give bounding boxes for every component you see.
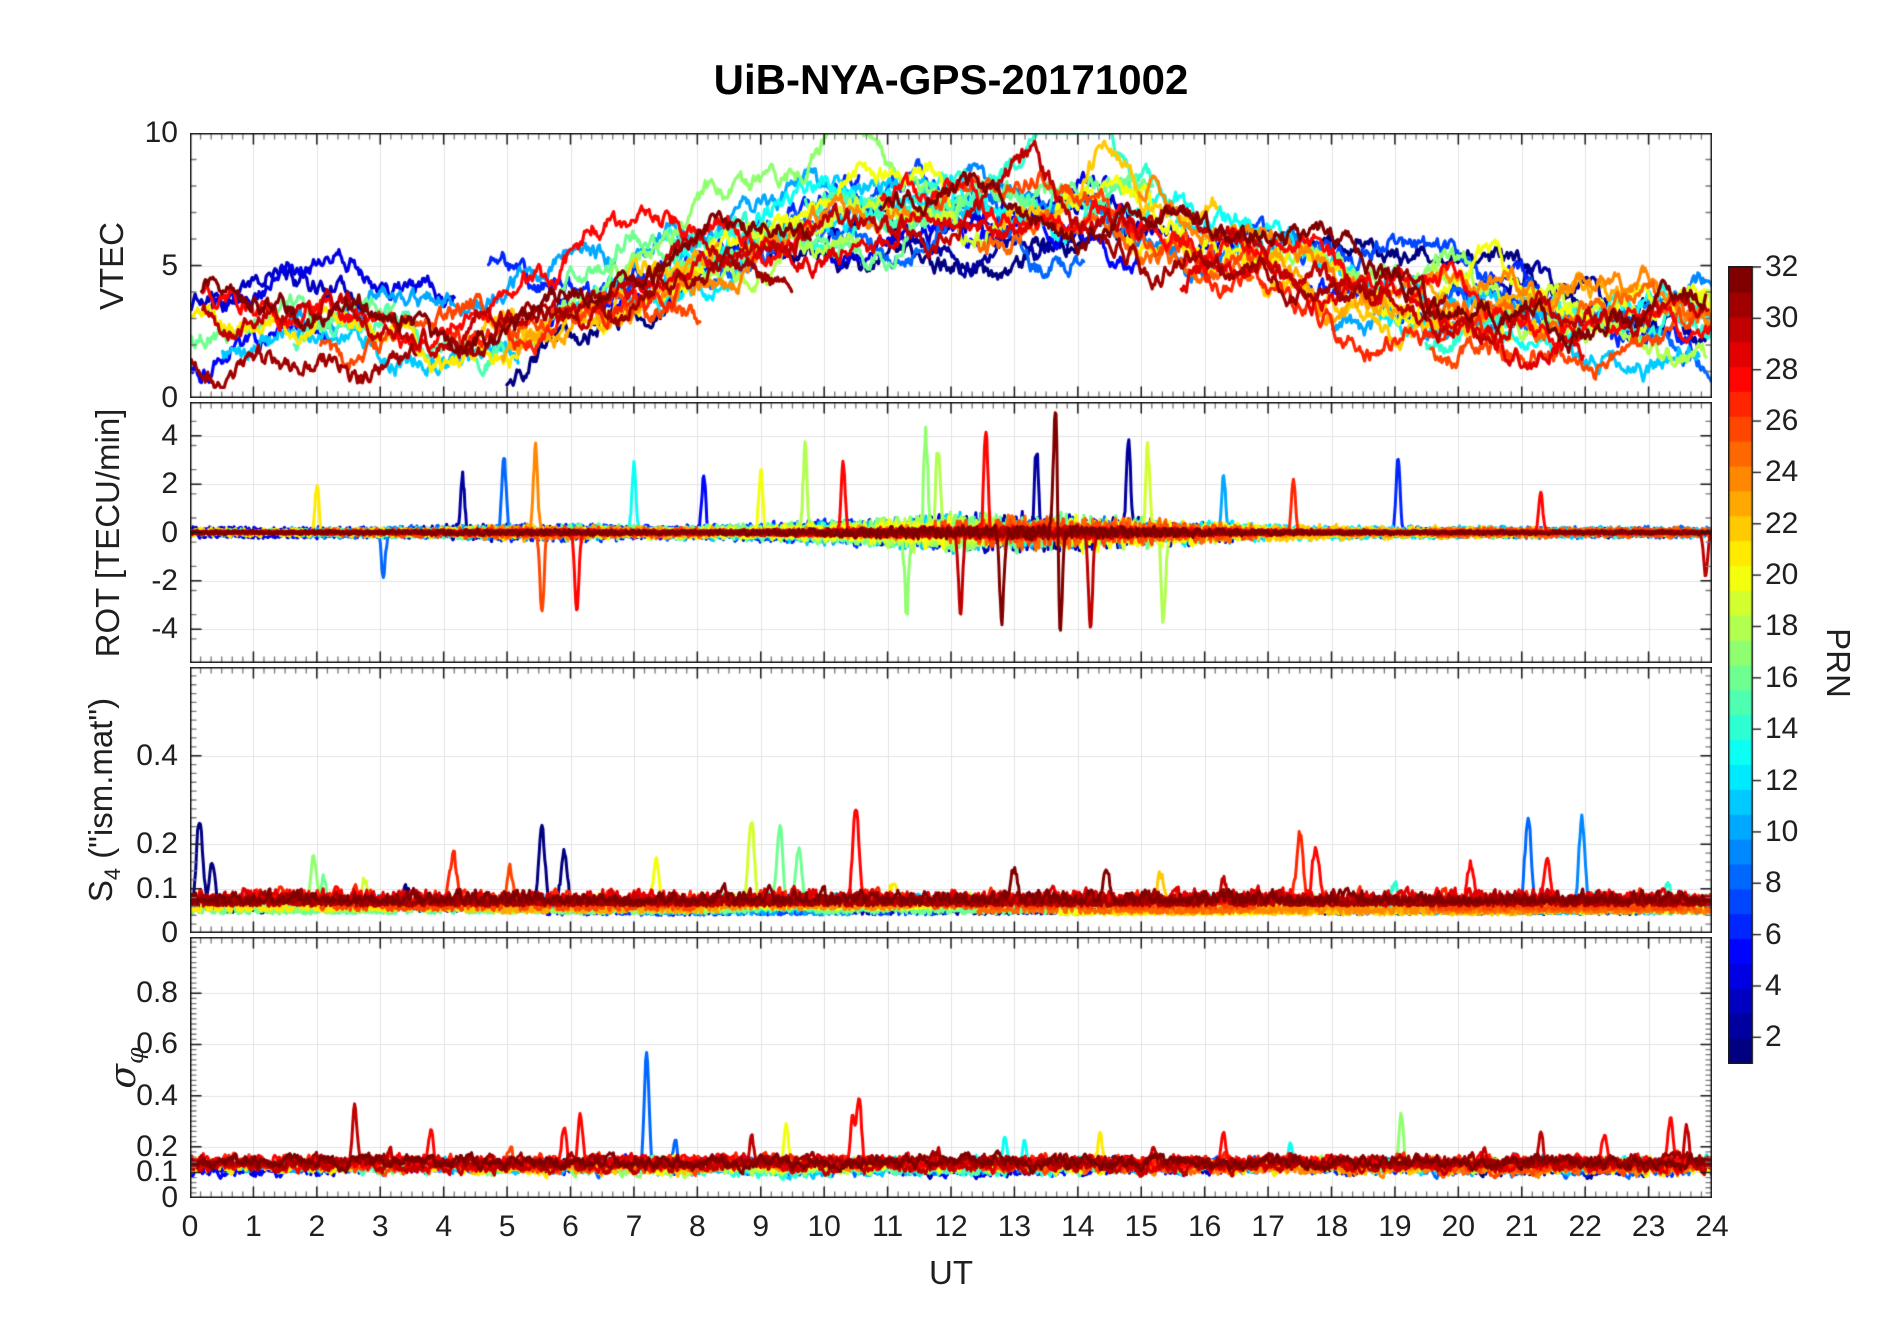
panel-vtec-canvas xyxy=(190,133,1712,398)
chart-title: UiB-NYA-GPS-20171002 xyxy=(713,56,1189,103)
colorbar-tick-label: 14 xyxy=(1765,712,1799,746)
colorbar-label: PRN xyxy=(1820,628,1857,698)
colorbar-tick-label: 16 xyxy=(1765,660,1799,694)
colorbar-tick-label: 6 xyxy=(1765,917,1782,951)
x-tick-label: 6 xyxy=(562,1210,579,1243)
x-tick-label: 2 xyxy=(308,1210,326,1243)
x-tick-label: 11 xyxy=(872,1210,904,1243)
panel-sigma-phi-canvas xyxy=(190,937,1712,1198)
y-tick-label: -2 xyxy=(151,563,178,597)
x-tick-label: 22 xyxy=(1568,1210,1602,1243)
y-tick-label: 2 xyxy=(161,467,178,501)
x-tick-label: 20 xyxy=(1441,1210,1476,1243)
x-tick-label: 13 xyxy=(997,1210,1032,1243)
x-tick-label: 19 xyxy=(1378,1210,1412,1243)
panel-s4-canvas xyxy=(190,667,1712,933)
y-tick-label: 10 xyxy=(144,116,178,149)
colorbar-tick-label: 24 xyxy=(1765,455,1799,489)
y-tick-label: 0.2 xyxy=(136,1129,178,1163)
y-tick-label: 0.8 xyxy=(136,976,178,1010)
x-tick-label: 10 xyxy=(807,1210,841,1243)
colorbar-tick-label: 10 xyxy=(1765,814,1799,848)
x-tick-label: 18 xyxy=(1314,1210,1349,1243)
x-tick-label: 5 xyxy=(498,1210,516,1243)
x-tick-label: 8 xyxy=(688,1210,706,1243)
x-tick-label: 16 xyxy=(1187,1210,1222,1243)
y-tick-label: 0.2 xyxy=(136,827,178,861)
x-tick-label: 15 xyxy=(1124,1210,1158,1243)
x-tick-label: 17 xyxy=(1251,1210,1285,1243)
x-tick-label: 0 xyxy=(181,1210,199,1243)
colorbar-tick-label: 2 xyxy=(1765,1020,1782,1054)
colorbar-tick-label: 26 xyxy=(1765,404,1799,438)
colorbar-tick-label: 12 xyxy=(1765,763,1799,797)
colorbar-tick-label: 32 xyxy=(1765,250,1799,283)
y-tick-label: 5 xyxy=(161,248,178,282)
y-tick-label: 0 xyxy=(161,916,178,949)
panel-rot-canvas xyxy=(190,402,1712,663)
x-axis-label: UT xyxy=(929,1254,973,1291)
y-tick-label: 0.4 xyxy=(136,738,178,772)
colorbar-tick-label: 8 xyxy=(1765,866,1782,900)
colorbar-tick-label: 30 xyxy=(1765,301,1799,335)
x-tick-label: 7 xyxy=(625,1210,643,1243)
colorbar-tick-label: 4 xyxy=(1765,968,1782,1002)
y-axis-label-rot: ROT [TECU/min] xyxy=(89,408,126,657)
y-tick-label: 0.1 xyxy=(136,871,178,905)
y-tick-label: -4 xyxy=(151,612,178,646)
x-tick-label: 12 xyxy=(934,1210,968,1243)
x-tick-label: 24 xyxy=(1695,1210,1729,1243)
x-tick-label: 4 xyxy=(435,1210,452,1243)
x-tick-label: 23 xyxy=(1631,1210,1666,1243)
colorbar-tick-label: 18 xyxy=(1765,609,1799,643)
y-tick-label: 0 xyxy=(161,1181,178,1214)
colorbar-tick-label: 20 xyxy=(1765,558,1799,592)
x-tick-label: 3 xyxy=(371,1210,389,1243)
x-tick-label: 1 xyxy=(245,1210,262,1243)
x-tick-label: 14 xyxy=(1061,1210,1095,1243)
y-axis-label-vtec: VTEC xyxy=(93,221,130,310)
y-tick-label: 0.1 xyxy=(136,1155,178,1189)
y-axis-label-sigma-phi: σφ xyxy=(102,1046,150,1089)
y-tick-label: 0.4 xyxy=(136,1078,178,1112)
y-tick-label: 4 xyxy=(161,418,178,452)
y-tick-label: 0 xyxy=(161,381,178,414)
y-tick-label: 0 xyxy=(161,515,178,549)
colorbar-canvas xyxy=(1728,266,1762,1064)
colorbar-tick-label: 28 xyxy=(1765,352,1799,386)
x-tick-label: 9 xyxy=(752,1210,770,1243)
x-tick-label: 21 xyxy=(1505,1210,1539,1243)
colorbar-tick-label: 22 xyxy=(1765,506,1799,540)
y-tick-label: 0.6 xyxy=(136,1027,178,1061)
y-axis-label-s4: S4 ("ism.mat") xyxy=(82,697,125,903)
